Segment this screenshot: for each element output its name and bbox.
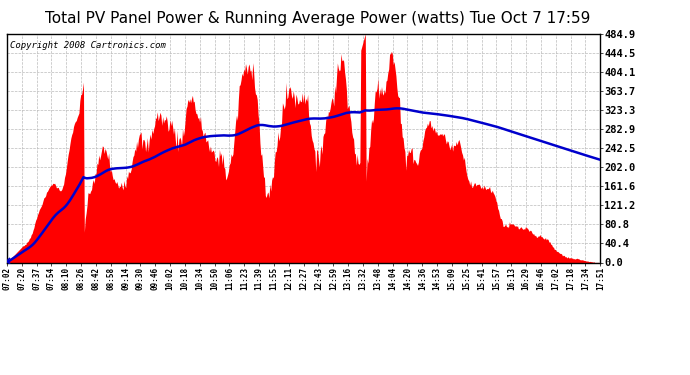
Text: Copyright 2008 Cartronics.com: Copyright 2008 Cartronics.com <box>10 40 166 50</box>
Text: Total PV Panel Power & Running Average Power (watts) Tue Oct 7 17:59: Total PV Panel Power & Running Average P… <box>45 11 590 26</box>
